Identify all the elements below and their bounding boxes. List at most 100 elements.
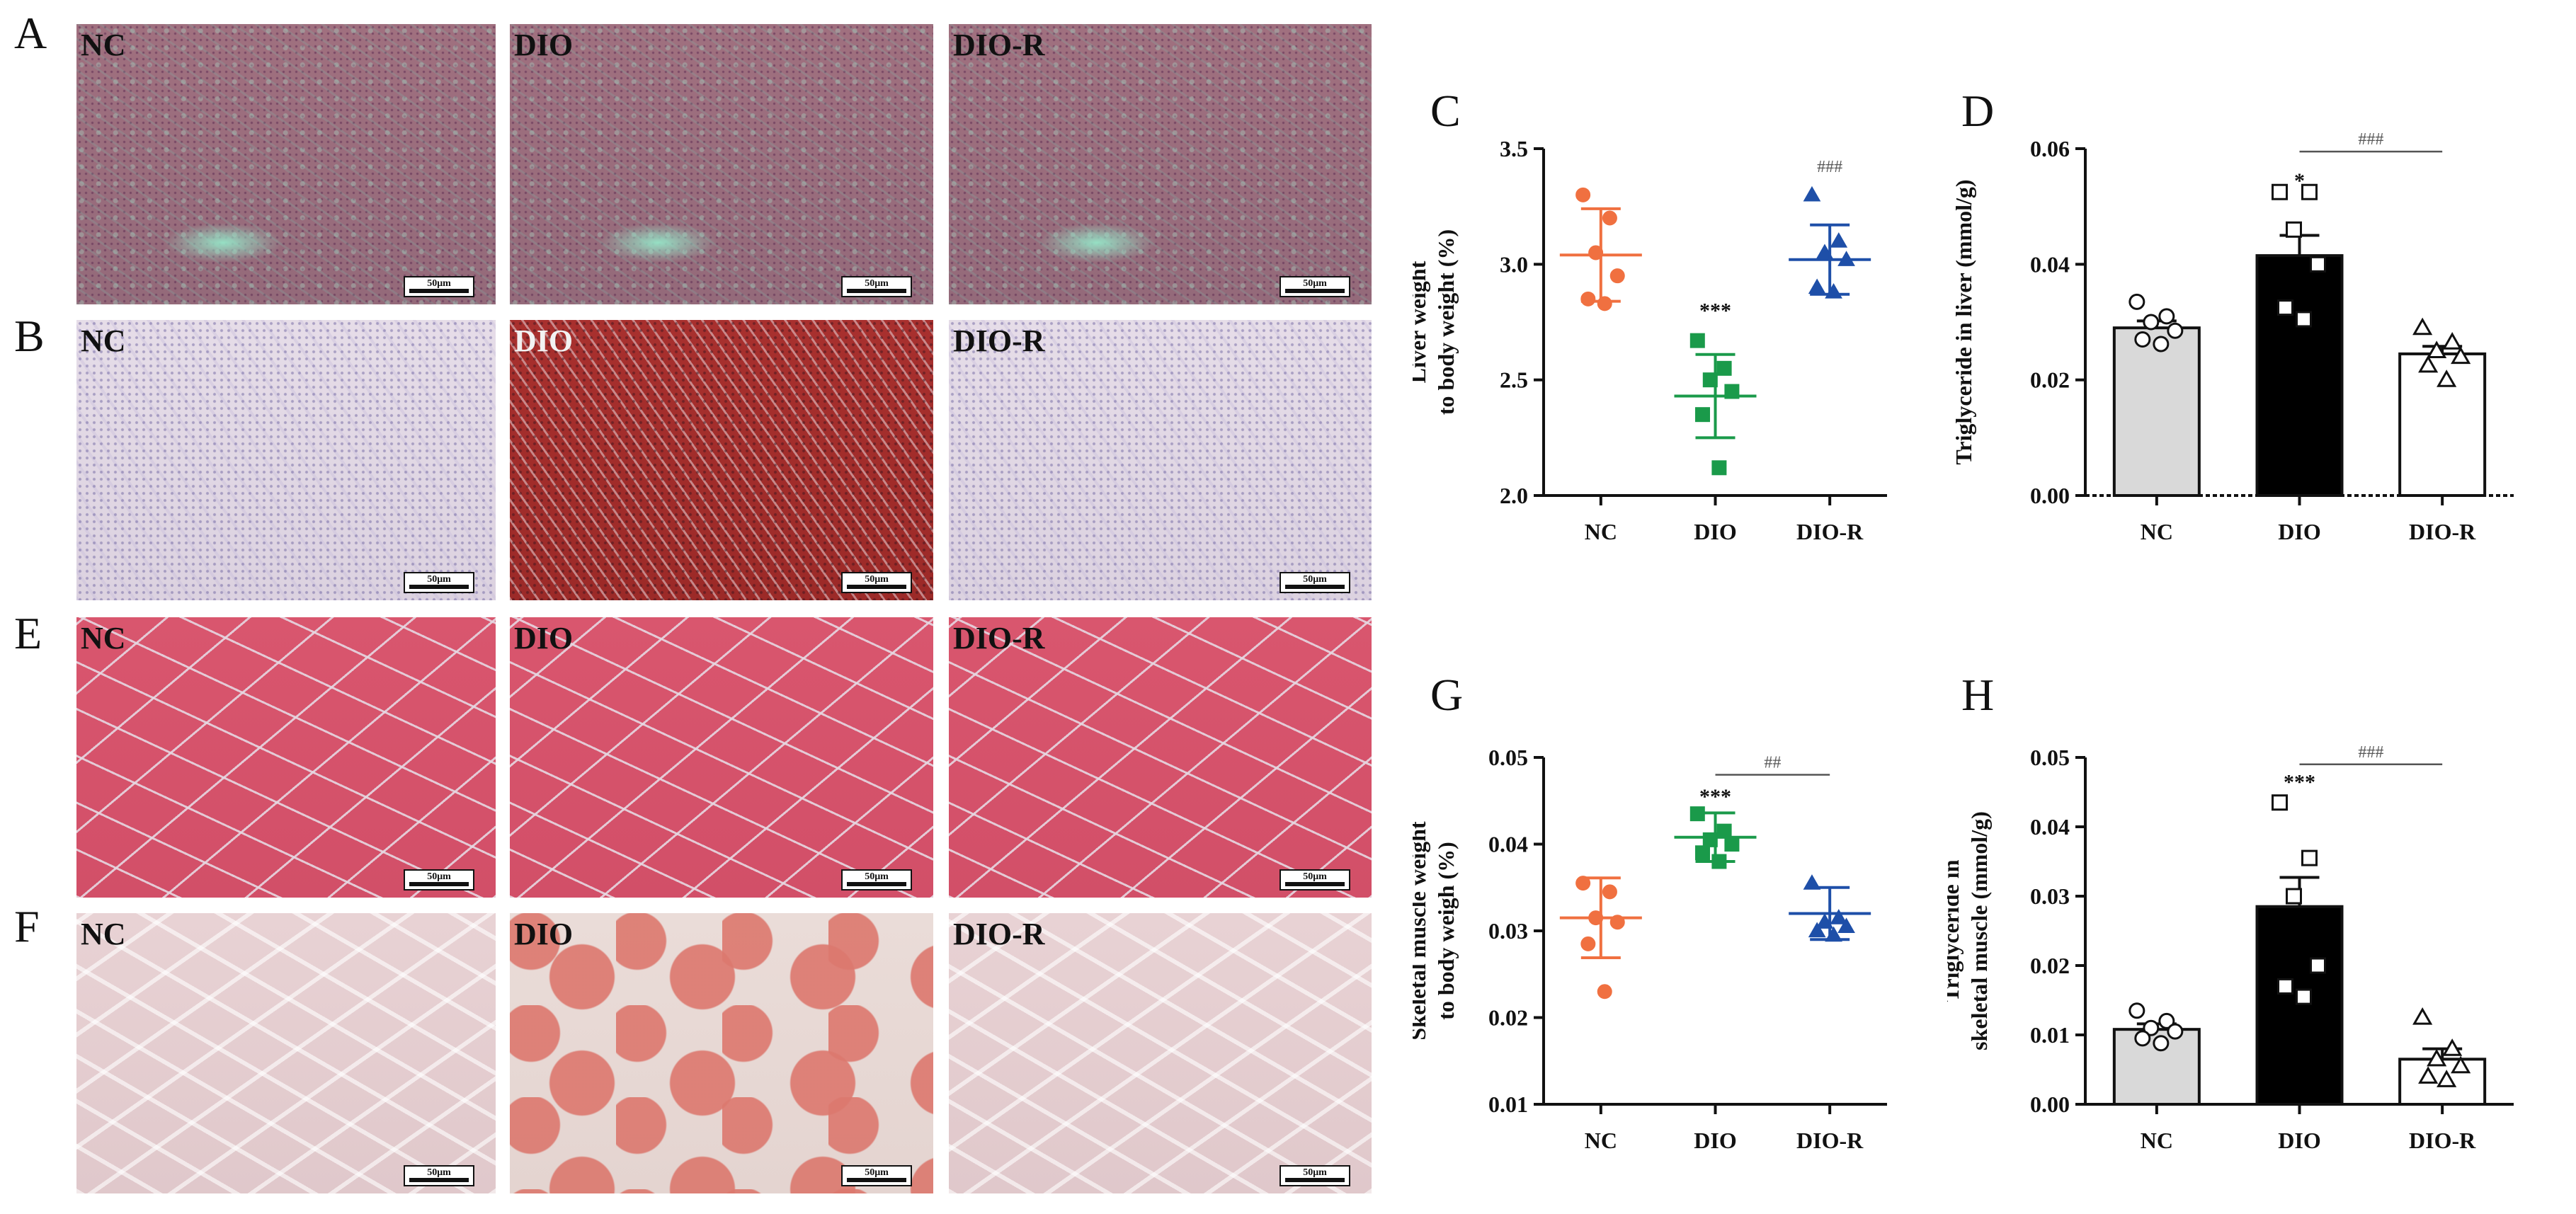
micrograph-a-dio-r: DIO-R 50μm bbox=[949, 24, 1372, 304]
data-point-square bbox=[1724, 837, 1740, 852]
data-point-triangle bbox=[1837, 917, 1855, 933]
scale-bar-line bbox=[847, 882, 906, 886]
scale-bar-label: 50μm bbox=[865, 1167, 889, 1178]
bar-dio bbox=[2255, 254, 2344, 497]
significance-label: ### bbox=[2358, 743, 2383, 762]
x-tick-label: DIO bbox=[1694, 1128, 1736, 1153]
data-point-circle bbox=[2134, 331, 2151, 348]
y-tick-label: 0.00 bbox=[2030, 1092, 2070, 1117]
chart-h-muscle-triglyceride: 0.00 0.01 0.02 0.03 0.04 0.05 NC DIO DIO-R Trigly… bbox=[1947, 743, 2514, 1153]
bar-dio bbox=[2255, 905, 2344, 1106]
significance-label: ### bbox=[2358, 130, 2383, 149]
y-tick-label: 0.04 bbox=[1488, 832, 1528, 857]
micrograph-group-label: NC bbox=[81, 28, 126, 62]
data-point-square bbox=[2310, 957, 2326, 974]
micrograph-group-label: DIO bbox=[514, 323, 574, 358]
y-tick-label: 2.0 bbox=[1500, 483, 1528, 508]
significance-label: * bbox=[2294, 169, 2305, 193]
data-point-triangle bbox=[2442, 1038, 2463, 1056]
data-point-square bbox=[2301, 849, 2318, 866]
micrograph-f-dio: DIO 50μm bbox=[510, 913, 933, 1193]
data-point-circle bbox=[1580, 936, 1596, 951]
y-axis-label-line: Triglyceride in bbox=[1947, 859, 1964, 1002]
scale-bar-label: 50μm bbox=[865, 574, 889, 585]
data-point-circle bbox=[1597, 984, 1612, 1000]
y-axis-label-line: Liver weight bbox=[1413, 260, 1430, 383]
micrograph-group-label: DIO-R bbox=[953, 323, 1045, 358]
y-axis-label: Liver weight to body weight (%) bbox=[1413, 229, 1459, 415]
significance-label: *** bbox=[1699, 785, 1731, 808]
scale-bar: 50μm bbox=[841, 869, 912, 891]
data-point-triangle bbox=[2418, 355, 2439, 373]
data-point-triangle bbox=[1803, 874, 1821, 890]
data-point-square bbox=[1689, 333, 1705, 348]
data-point-triangle bbox=[2427, 340, 2447, 358]
micrograph-group-label: DIO-R bbox=[953, 28, 1045, 62]
data-point-circle bbox=[1575, 876, 1591, 891]
data-point-square bbox=[2272, 183, 2288, 200]
data-point-circle bbox=[1580, 291, 1596, 307]
scale-bar: 50μm bbox=[1280, 1165, 1350, 1186]
scale-bar-label: 50μm bbox=[1303, 278, 1327, 289]
data-point-triangle bbox=[2442, 332, 2463, 350]
chart-g-muscle-weight: 0.01 0.02 0.03 0.04 0.05 NC DIO DIO-R Skeletal m… bbox=[1413, 745, 1887, 1153]
x-tick-label: NC bbox=[2141, 519, 2173, 544]
data-point-square bbox=[1695, 845, 1710, 861]
significance-label: ## bbox=[1764, 754, 1781, 772]
micrograph-group-label: DIO bbox=[514, 28, 574, 62]
y-tick-label: 0.05 bbox=[1488, 745, 1528, 770]
x-tick-label: DIO bbox=[1694, 519, 1736, 544]
x-tick-label: NC bbox=[1585, 1128, 1617, 1153]
y-tick-label: 0.02 bbox=[2030, 953, 2070, 978]
scale-bar-line bbox=[847, 289, 906, 293]
scale-bar: 50μm bbox=[404, 572, 474, 593]
data-point-triangle bbox=[1803, 185, 1821, 202]
x-tick-label: DIO-R bbox=[1796, 1128, 1864, 1153]
data-point-square bbox=[1716, 360, 1732, 376]
data-point-circle bbox=[1575, 187, 1591, 202]
scale-bar-label: 50μm bbox=[1303, 871, 1327, 882]
data-point-square bbox=[2310, 256, 2326, 273]
x-tick-label: DIO bbox=[2278, 519, 2320, 544]
scale-bar-label: 50μm bbox=[427, 871, 451, 882]
micrograph-e-dio: DIO 50μm bbox=[510, 617, 933, 898]
scale-bar-line bbox=[847, 585, 906, 589]
scale-bar-label: 50μm bbox=[427, 278, 451, 289]
y-tick-label: 0.04 bbox=[2030, 251, 2070, 277]
data-point-circle bbox=[2167, 322, 2184, 339]
x-tick-label: DIO bbox=[2278, 1128, 2320, 1153]
micrograph-group-label: NC bbox=[81, 621, 126, 655]
y-axis-label-line: Skeletal muscle weight bbox=[1413, 821, 1430, 1041]
data-point-circle bbox=[2158, 308, 2175, 325]
y-tick-label: 3.0 bbox=[1500, 251, 1528, 277]
data-point-square bbox=[1695, 407, 1710, 423]
data-point-circle bbox=[2167, 1023, 2184, 1040]
scale-bar: 50μm bbox=[1280, 572, 1350, 593]
y-tick-label: 0.04 bbox=[2030, 814, 2070, 840]
data-point-circle bbox=[2128, 293, 2145, 310]
data-point-square bbox=[2272, 794, 2288, 811]
micrograph-f-dio-r: DIO-R 50μm bbox=[949, 913, 1372, 1193]
panel-letter-e: E bbox=[14, 608, 42, 658]
scale-bar: 50μm bbox=[404, 1165, 474, 1186]
data-point-triangle bbox=[1808, 922, 1826, 938]
data-point-triangle bbox=[2437, 370, 2457, 387]
significance-label: *** bbox=[1699, 299, 1731, 323]
y-axis-label-line: to body weigh (%) bbox=[1433, 842, 1459, 1020]
data-point-square bbox=[1702, 372, 1718, 388]
scale-bar-label: 50μm bbox=[865, 871, 889, 882]
data-point-circle bbox=[2153, 336, 2170, 353]
data-point-triangle bbox=[1830, 909, 1848, 924]
micrograph-a-dio: DIO 50μm bbox=[510, 24, 933, 304]
y-tick-label: 0.05 bbox=[2030, 745, 2070, 770]
y-tick-label: 0.03 bbox=[1488, 918, 1528, 944]
scale-bar: 50μm bbox=[841, 572, 912, 593]
data-point-circle bbox=[2158, 1012, 2175, 1029]
micrograph-b-dio-r: DIO-R 50μm bbox=[949, 320, 1372, 600]
scale-bar: 50μm bbox=[1280, 276, 1350, 297]
data-point-triangle bbox=[2451, 346, 2471, 365]
y-tick-label: 0.02 bbox=[2030, 367, 2070, 393]
data-point-triangle bbox=[2437, 1070, 2457, 1087]
micrograph-a-nc: NC 50μm bbox=[76, 24, 496, 304]
scale-bar-line bbox=[1285, 289, 1345, 293]
